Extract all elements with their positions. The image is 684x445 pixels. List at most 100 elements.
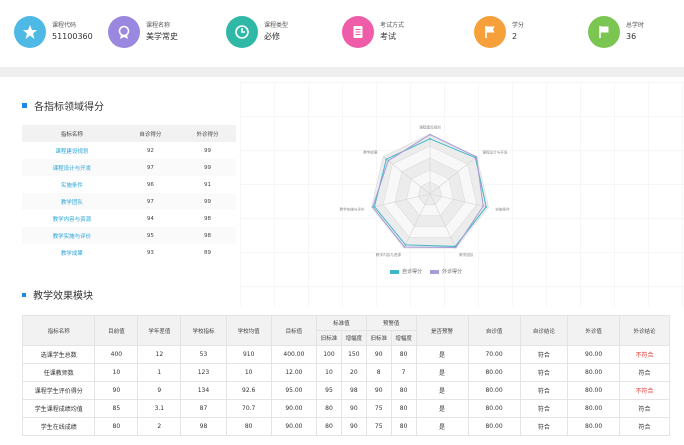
table-cell: 95 (316, 381, 342, 400)
table-cell: 80 (316, 399, 342, 418)
indicator-link[interactable]: 课程设计与开发 (22, 159, 122, 176)
table-row: 学生在线成绩 80 2 98 80 90.00 80 90 75 80 是 80.00 符合 80.00 符… (21, 417, 670, 436)
table-cell: 是 (415, 363, 469, 382)
table-cell: 95 (121, 227, 179, 244)
indicator-link[interactable]: 实施条件 (60, 182, 83, 189)
domain-score-table: 指标名称 自诊得分 外诊得分 课程建设规划 92 99 课程设计与开发 97 99 实施… (22, 125, 236, 261)
stat-credits: 学分 2 (474, 12, 524, 52)
table-row: 课程设计与开发 97 99 (22, 159, 236, 176)
radar-axis-label: 教学内容与资源 (376, 252, 402, 257)
table-header-row: 指标名称 目前值 学年差值 学校指标 学校均值 目标值 标准值 预警值 是否预警… (21, 315, 670, 346)
table-cell: 97 (121, 193, 179, 210)
legend-swatch (430, 269, 440, 274)
radar-point[interactable] (371, 206, 374, 208)
table-cell: 98 (203, 215, 211, 222)
indicator-link[interactable]: 教学实施与评价 (22, 227, 122, 244)
legend-item[interactable]: 自诊得分 (390, 268, 422, 275)
column-header: 学年差值 (137, 315, 182, 346)
table-cell: 87 (180, 399, 227, 418)
stat-value: 51100360 (52, 32, 93, 41)
indicator-link[interactable]: 教学成果 (60, 250, 83, 257)
table-cell: 75 (365, 417, 392, 436)
table-cell: 80 (390, 399, 417, 418)
summary-bar: 课程代码 51100360 课程名称 美学常史 课程类型 必修 考试方式 考试 学分 2 … (0, 0, 684, 64)
column-header: 目标值 (270, 315, 318, 346)
radar-point[interactable] (385, 158, 388, 161)
radar-legend: 自诊得分 外诊得分 (390, 268, 470, 275)
indicator-link[interactable]: 课程建设规划 (55, 148, 89, 155)
table-cell: 1 (137, 363, 182, 382)
table-subheader-row: 旧标准 增幅度 旧标准 增幅度 (23, 330, 670, 346)
star-icon (14, 16, 46, 48)
table-cell: 80 (390, 345, 417, 364)
indicator-link[interactable]: 教学团队 (22, 193, 122, 210)
table-row: 教学内容与资源 94 98 (22, 210, 236, 227)
table-cell: 98 (180, 417, 227, 436)
column-header: 自诊结论 (519, 315, 569, 346)
table-cell: 90 (94, 381, 139, 400)
flag-icon (474, 16, 506, 48)
stat-course-name: 课程名称 美学常史 (108, 12, 178, 52)
table-cell: 90 (365, 345, 392, 364)
stat-label: 课程类型 (264, 22, 289, 29)
radar-point[interactable] (403, 246, 406, 248)
table-cell: 90.00 (567, 345, 621, 364)
radar-point[interactable] (482, 205, 485, 208)
radar-point[interactable] (485, 205, 488, 208)
radar-point[interactable] (387, 159, 390, 162)
indicator-link[interactable]: 教学内容与资源 (52, 216, 92, 223)
table-row: 教学实施与评价 95 98 (22, 227, 236, 244)
table-cell: 98 (178, 227, 236, 244)
column-header: 指标名称 (21, 315, 96, 346)
table-cell: 符合 (519, 363, 569, 382)
radar-axis-label: 课程设计与开发 (482, 150, 508, 155)
stat-value: 必修 (264, 32, 280, 41)
column-subheader: 增幅度 (340, 330, 367, 346)
table-cell: 80.00 (567, 381, 621, 400)
table-cell: 80 (390, 417, 417, 436)
table-cell: 3.1 (137, 399, 182, 418)
table-row: 教学成果 93 89 (22, 244, 236, 261)
radar-point[interactable] (429, 137, 431, 140)
radar-point[interactable] (429, 133, 431, 136)
table-cell: 10 (94, 363, 139, 382)
radar-axis-label: 教学实施与评价 (340, 206, 366, 211)
column-header: 目前值 (94, 315, 139, 346)
table-cell: 90 (340, 417, 367, 436)
table-cell: 53 (180, 345, 227, 364)
table-cell: 400.00 (270, 345, 318, 364)
stat-label: 学分 (512, 22, 525, 29)
stat-label: 课程名称 (146, 22, 171, 29)
indicator-name: 选课学生总数 (21, 345, 96, 364)
stat-value: 美学常史 (146, 32, 178, 41)
table-cell: 符合 (619, 363, 670, 382)
section-title-text: 各指标领域得分 (34, 102, 104, 113)
badge-icon (108, 16, 140, 48)
table-cell: 10 (225, 363, 272, 382)
legend-item[interactable]: 外诊得分 (430, 268, 462, 275)
table-cell: 80.00 (567, 363, 621, 382)
radar-point[interactable] (373, 205, 376, 208)
column-header: 学校均值 (225, 315, 272, 346)
column-header: 指标名称 (22, 125, 122, 142)
table-cell: 92 (146, 147, 154, 154)
table-row: 学生课程成绩均值 85 3.1 87 70.7 90.00 80 90 75 80 是 80.00 符合… (21, 399, 670, 418)
radar-point[interactable] (454, 246, 457, 249)
table-cell: 80.00 (567, 399, 621, 418)
legend-swatch (390, 269, 399, 274)
radar-spoke (429, 193, 489, 208)
legend-label: 自诊得分 (402, 269, 423, 275)
clock-icon (226, 16, 258, 48)
section-title-teaching-effect: 教学效果模块 (22, 287, 93, 302)
stat-total-hours: 总学时 36 (588, 12, 644, 52)
section-marker (22, 292, 26, 297)
stat-course-type: 课程类型 必修 (226, 12, 288, 52)
table-cell: 75 (365, 399, 392, 418)
radar-point[interactable] (404, 243, 407, 246)
table-cell: 是 (415, 381, 469, 400)
indicator-name: 任课教师数 (21, 363, 96, 382)
radar-point[interactable] (475, 156, 478, 158)
table-cell: 99 (203, 147, 211, 154)
table-cell: 80 (94, 417, 139, 436)
